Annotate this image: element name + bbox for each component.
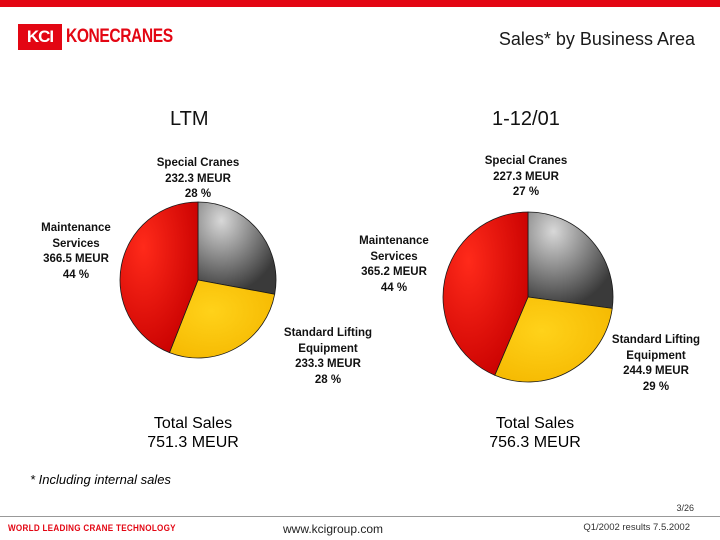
pie-slice-maintenance-services	[119, 201, 199, 354]
label-value: 366.5 MEUR	[43, 253, 109, 265]
label-value: 232.3 MEUR	[165, 172, 231, 185]
footnote: * Including internal sales	[30, 472, 171, 487]
label-value: 233.3 MEUR	[295, 358, 361, 370]
label-value: 244.9 MEUR	[623, 365, 689, 377]
label-name-line2: Services	[370, 250, 418, 263]
chart-title-1-12-01: 1-12/01	[492, 108, 560, 130]
top-accent-bar	[0, 0, 720, 7]
chart-title-ltm: LTM	[170, 108, 209, 130]
footer-tagline: WORLD LEADING CRANE TECHNOLOGY	[8, 523, 176, 533]
label-1201-special-cranes: Special Cranes 227.3 MEUR 27 %	[485, 154, 567, 201]
label-name: Special Cranes	[156, 157, 240, 169]
slide-title: Sales* by Business Area	[498, 29, 695, 49]
total-sales-ltm: Total Sales 751.3 MEUR	[147, 414, 239, 452]
pie-slice-standard-lifting	[494, 296, 613, 383]
label-pct: 44 %	[380, 281, 408, 294]
label-name-line2: Services	[52, 237, 100, 250]
total-label: Total Sales	[495, 415, 575, 432]
label-pct: 27 %	[512, 186, 540, 198]
label-name: Special Cranes	[484, 155, 568, 167]
footer-divider	[0, 516, 720, 517]
total-value: 751.3 MEUR	[147, 434, 239, 451]
label-name-line1: Maintenance	[41, 222, 111, 234]
label-ltm-maintenance-services: Maintenance Services 366.5 MEUR 44 %	[41, 221, 111, 283]
label-pct: 28 %	[314, 373, 342, 386]
pie-slice-special-cranes	[527, 211, 614, 309]
logo-mark: KCI	[18, 24, 62, 50]
footer-url[interactable]: www.kcigroup.com	[283, 522, 384, 536]
total-value: 756.3 MEUR	[489, 434, 581, 451]
page-number: 3/26	[676, 503, 694, 513]
pie-chart-ltm	[119, 201, 277, 359]
label-name-line2: Equipment	[626, 349, 686, 362]
label-pct: 29 %	[642, 380, 670, 393]
label-pct: 28 %	[184, 188, 212, 200]
total-sales-1-12-01: Total Sales 756.3 MEUR	[489, 414, 581, 452]
label-ltm-special-cranes: Special Cranes 232.3 MEUR 28 %	[157, 156, 239, 203]
label-name-line2: Equipment	[298, 342, 358, 355]
label-name-line1: Standard Lifting	[611, 334, 701, 346]
logo-text: KONECRANES	[66, 26, 173, 47]
pie-chart-1-12-01	[442, 211, 614, 383]
total-label: Total Sales	[153, 415, 233, 432]
konecranes-logo: KCI KONECRANES	[18, 24, 196, 50]
label-value: 227.3 MEUR	[493, 170, 559, 183]
label-1201-maintenance-services: Maintenance Services 365.2 MEUR 44 %	[359, 234, 429, 296]
label-name-line1: Standard Lifting	[283, 327, 373, 339]
pie-slice-maintenance-services	[442, 211, 529, 376]
label-1201-standard-lifting: Standard Lifting Equipment 244.9 MEUR 29…	[612, 333, 700, 395]
footer-results-date: Q1/2002 results 7.5.2002	[583, 522, 690, 533]
pie-slice-special-cranes	[197, 201, 277, 295]
pie-slice-standard-lifting	[168, 279, 276, 359]
label-ltm-standard-lifting: Standard Lifting Equipment 233.3 MEUR 28…	[284, 326, 372, 388]
label-pct: 44 %	[62, 268, 90, 281]
label-value: 365.2 MEUR	[361, 266, 427, 278]
label-name-line1: Maintenance	[359, 235, 429, 247]
